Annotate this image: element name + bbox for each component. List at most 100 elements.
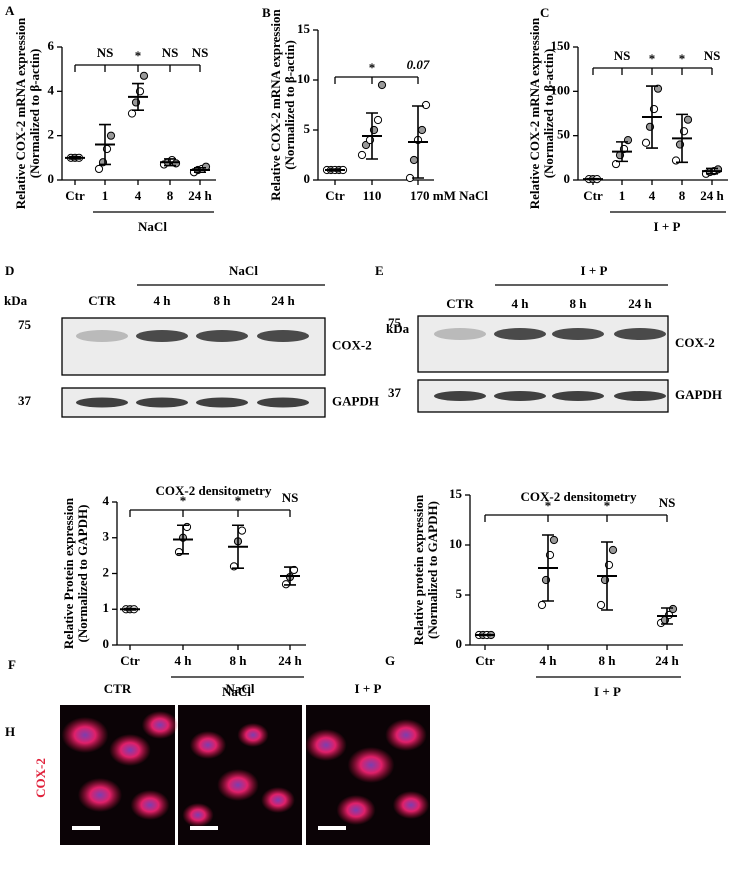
y-tick-label: 2 xyxy=(103,564,110,579)
x-tick-label: 8 xyxy=(167,188,174,203)
cell xyxy=(336,795,376,825)
chart-title: COX-2 densitometry xyxy=(156,483,272,498)
panel-label: F xyxy=(8,657,16,672)
error-bar xyxy=(232,524,244,569)
significance-label: * xyxy=(135,48,142,63)
data-point xyxy=(596,600,606,610)
significance-label: * xyxy=(679,51,686,66)
x-tick-label: 24 h xyxy=(278,653,302,668)
blot-band xyxy=(552,328,604,340)
panel-label: C xyxy=(540,5,549,20)
error-bar xyxy=(99,123,111,166)
significance-label: * xyxy=(369,60,376,75)
y-axis-label: Relative COX-2 mRNA expression xyxy=(268,8,283,200)
cell xyxy=(261,787,295,813)
cell xyxy=(385,719,427,751)
group-label: NaCl xyxy=(222,684,251,699)
data-point xyxy=(537,600,547,610)
cell xyxy=(217,769,259,801)
marker-label: 37 xyxy=(18,393,32,408)
error-bar xyxy=(164,158,176,167)
lane-label: 4 h xyxy=(154,293,172,308)
y-axis-label: Relative COX-2 mRNA expression xyxy=(527,17,542,209)
blot-band xyxy=(257,397,309,408)
panel-label: G xyxy=(385,653,395,668)
blot-band xyxy=(494,328,546,340)
significance-label: NS xyxy=(162,45,179,60)
panel-label: D xyxy=(5,263,14,278)
y-tick-label: 15 xyxy=(297,21,311,36)
data-point xyxy=(608,545,618,555)
y-tick-label: 10 xyxy=(449,536,462,551)
cell xyxy=(109,734,151,766)
x-tick-label: 24 h xyxy=(188,188,212,203)
y-tick-label: 5 xyxy=(456,586,463,601)
lane-label: 24 h xyxy=(628,296,652,311)
error-bar xyxy=(479,633,491,637)
significance-label: NS xyxy=(659,495,676,510)
blot-band xyxy=(494,391,546,401)
cell xyxy=(392,791,430,819)
x-tick-label: 24 h xyxy=(655,653,679,668)
x-tick-label: 8 xyxy=(679,188,686,203)
data-point xyxy=(139,71,149,80)
significance-label: * xyxy=(604,498,611,513)
blot-band xyxy=(434,328,486,340)
data-point xyxy=(417,125,427,135)
group-label: I + P xyxy=(594,684,621,699)
data-point xyxy=(373,115,383,125)
x-tick-label: 8 h xyxy=(599,653,617,668)
condition-label: I + P xyxy=(355,681,382,696)
y-tick-label: 100 xyxy=(551,82,571,97)
panel-label: A xyxy=(5,3,15,18)
y-axis-label: (Normalized to β-actin) xyxy=(27,49,42,179)
stain-label: COX-2 xyxy=(33,758,48,798)
y-tick-label: 0 xyxy=(456,636,463,651)
significance-label: NS xyxy=(97,45,114,60)
cell xyxy=(305,729,347,761)
x-tick-label: Ctr xyxy=(325,188,345,203)
error-bar xyxy=(661,607,673,625)
blot-band xyxy=(552,391,604,401)
data-point xyxy=(549,535,559,545)
data-point xyxy=(653,84,663,93)
data-point xyxy=(409,155,419,165)
y-tick-label: 4 xyxy=(103,493,110,508)
group-label: NaCl xyxy=(138,219,167,234)
cell xyxy=(182,803,214,827)
significance-label: * xyxy=(180,493,187,508)
blot-band xyxy=(196,397,248,408)
condition-label: NaCl xyxy=(226,681,255,696)
chart-title: COX-2 densitometry xyxy=(521,489,637,504)
cell xyxy=(189,731,227,759)
significance-label: NS xyxy=(192,45,209,60)
x-tick-label: 4 h xyxy=(540,653,558,668)
y-axis-label: (Normalized to β-actin) xyxy=(282,40,297,170)
lane-label: CTR xyxy=(88,293,116,308)
lane-label: 8 h xyxy=(570,296,588,311)
error-bar xyxy=(542,534,554,602)
y-axis-label: (Normalized to GAPDH) xyxy=(425,501,440,639)
blot-band xyxy=(136,330,188,342)
data-point xyxy=(683,115,693,124)
cell xyxy=(347,747,395,783)
y-tick-label: 0 xyxy=(103,636,110,651)
protein-label: COX-2 xyxy=(675,335,715,350)
significance-label: * xyxy=(649,51,656,66)
lane-label: 8 h xyxy=(214,293,232,308)
significance-label: NS xyxy=(614,48,631,63)
blot-band xyxy=(614,328,666,340)
cell xyxy=(130,790,170,820)
data-point xyxy=(668,604,678,614)
data-point xyxy=(106,131,116,140)
y-axis-label: Relative Protein expression xyxy=(61,497,76,649)
y-tick-label: 4 xyxy=(48,82,55,97)
error-bar xyxy=(194,167,206,174)
protein-label: GAPDH xyxy=(332,393,379,408)
marker-label: 37 xyxy=(388,385,402,400)
y-tick-label: 6 xyxy=(48,38,55,53)
data-point xyxy=(94,164,104,174)
panel-label: E xyxy=(375,263,384,278)
cell xyxy=(77,778,123,812)
